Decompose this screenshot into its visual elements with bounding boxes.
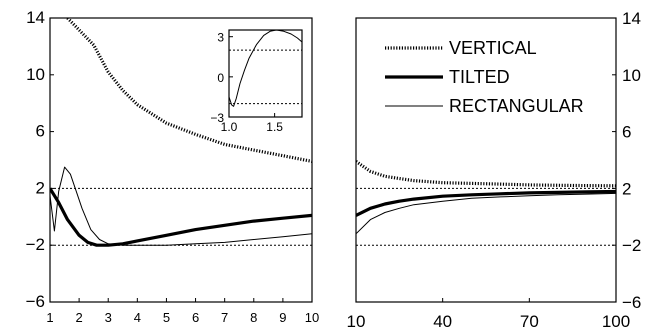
left-y-tick-label: −2 [26,235,45,254]
left-x-tick-label: 4 [134,310,141,325]
right-y-tick-label: 14 [622,9,641,28]
right-panel: −6 −2 2 6 10 14 10 40 70 100 [347,9,642,331]
right-x-tick-label: 70 [520,312,539,331]
inset-y-tick-label: 3 [217,31,224,45]
right-x-tick-label: 40 [433,312,452,331]
inset-x-tick-label: 1.5 [266,120,283,134]
inset-plot-frame [228,29,303,118]
left-series-tilted [50,187,312,247]
left-series-vertical [66,18,312,163]
left-x-tick-label: 1 [46,310,53,325]
right-y-tick-label: 6 [622,123,631,142]
left-x-tick-label: 3 [105,310,112,325]
right-x-tick-label: 10 [347,312,366,331]
left-x-tick-label: 6 [192,310,199,325]
left-x-tick-label: 2 [75,310,82,325]
right-plot-frame [355,17,617,303]
inset-panel: −3 0 3 1.0 1.5 [210,29,303,134]
inset-y-tick-label: 0 [217,71,224,85]
left-y-tick-label: 14 [26,8,45,27]
right-y-tick-label: 10 [622,66,641,85]
left-y-tick-label: 2 [36,178,45,197]
legend-label-rectangular: RECTANGULAR [449,96,584,116]
legend-label-vertical: VERTICAL [449,38,537,58]
left-series-rectangular [50,166,312,246]
left-y-tick-label: 6 [36,122,45,141]
inset-x-tick-label: 1.0 [221,120,238,134]
right-y-tick-label: −2 [622,236,641,255]
right-series-rectangular [356,192,616,235]
left-y-tick-label: 10 [26,65,45,84]
legend-label-tilted: TILTED [449,67,510,87]
left-y-tick-label: −6 [26,292,45,311]
right-y-tick-label: −6 [622,293,641,312]
right-series-tilted [356,189,616,217]
legend: VERTICAL TILTED RECTANGULAR [385,38,584,116]
left-x-tick-label: 9 [279,310,286,325]
right-y-tick-label: 2 [622,179,631,198]
left-x-tick-label: 5 [163,310,170,325]
left-x-tick-label: 7 [221,310,228,325]
right-x-tick-label: 100 [602,312,630,331]
left-x-tick-label: 10 [305,310,319,325]
left-x-tick-label: 8 [250,310,257,325]
inset-y-tick-label: −3 [210,111,224,125]
inset-series-rectangular [229,30,302,107]
